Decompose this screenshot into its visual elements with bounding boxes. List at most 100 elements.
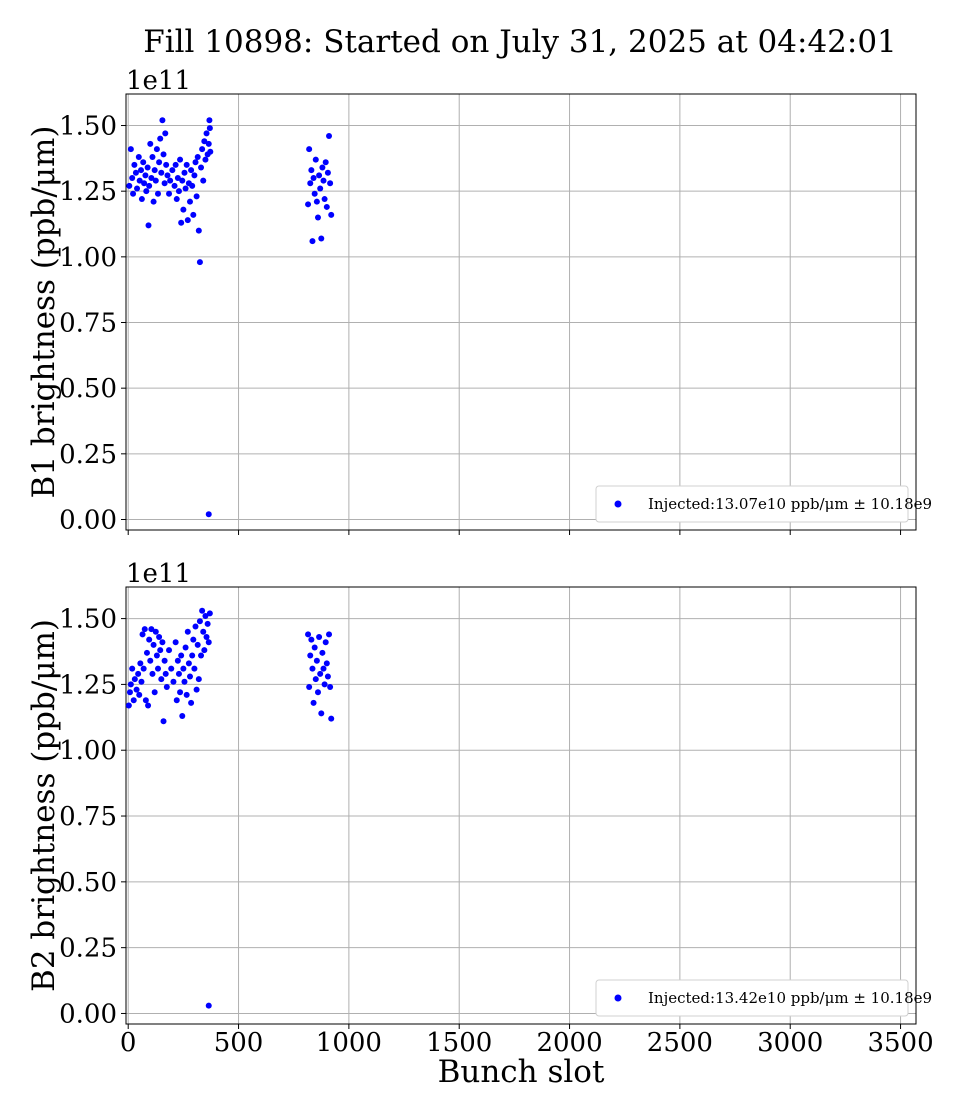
b2-data-point [323, 660, 330, 667]
b2-data-point [183, 691, 190, 698]
b2-y-tick-label: 0.50 [59, 868, 117, 898]
b1-data-point [167, 177, 174, 184]
b2-points [125, 607, 335, 1009]
b2-x-tick-label: 0 [120, 1028, 137, 1058]
b2-data-point [158, 676, 165, 683]
b2-data-point [324, 673, 331, 680]
b2-data-point [193, 686, 200, 693]
b1-legend-marker [614, 500, 622, 508]
b1-data-point [163, 161, 170, 168]
b1-data-point [154, 190, 161, 197]
b1-data-point [131, 161, 138, 168]
b1-data-point [206, 125, 213, 132]
b2-data-point [200, 628, 207, 635]
b1-data-point [190, 211, 197, 218]
b2-data-point [175, 670, 182, 677]
b1-data-point [314, 214, 321, 221]
b1-data-point [173, 196, 180, 203]
b2-data-point [161, 657, 168, 664]
b2-data-point [150, 641, 157, 648]
b1-data-point [317, 185, 324, 192]
b2-data-point [194, 641, 201, 648]
b1-data-point [157, 135, 164, 142]
b2-data-point [190, 636, 197, 643]
b1-data-point [141, 180, 148, 187]
b1-data-point [326, 133, 333, 140]
b1-grid [126, 94, 916, 530]
b1-data-point [142, 172, 149, 179]
b1-legend-frame [595, 485, 909, 523]
b1-data-point [321, 196, 328, 203]
b1-data-point [145, 222, 152, 229]
b2-data-point [182, 644, 189, 651]
b1-data-point [169, 167, 176, 174]
b2-data-point [206, 610, 213, 617]
b2-x-ticks: 0 500 1000 1500 2000 2500 3000 3500 [120, 1024, 934, 1058]
b2-data-point [135, 670, 142, 677]
b2-data-point [145, 702, 152, 709]
b1-data-point [205, 140, 212, 147]
b2-data-point [141, 626, 148, 633]
b1-data-point [184, 217, 191, 224]
b2-data-point [127, 681, 134, 688]
b1-data-point [309, 238, 316, 245]
b2-data-point [322, 639, 329, 646]
b2-data-point [174, 657, 181, 664]
b1-data-point [126, 182, 133, 189]
b2-y-ticks: 0.00 0.25 0.50 0.75 1.00 1.25 1.50 [59, 605, 126, 1029]
b2-data-point [314, 689, 321, 696]
b2-data-point [168, 665, 175, 672]
b1-data-point [320, 177, 327, 184]
b2-offset-text: 1e11 [126, 559, 191, 589]
b1-data-point [183, 161, 190, 168]
b2-data-point [318, 710, 325, 717]
b1-y-tick-label: 0.25 [59, 440, 117, 470]
b2-data-point [308, 636, 315, 643]
b1-y-tick-label: 0.00 [59, 505, 117, 535]
b2-data-point [199, 607, 206, 614]
b1-data-point [322, 159, 329, 166]
b2-data-point [143, 649, 150, 656]
b2-data-point [137, 660, 144, 667]
b2-legend: Injected:13.42e10 ppb/μm ± 10.18e9 [595, 979, 932, 1017]
b1-data-point [180, 206, 187, 213]
b2-data-point [192, 623, 199, 630]
b1-data-point [146, 182, 153, 189]
b1-data-point [182, 185, 189, 192]
b2-data-point [307, 652, 314, 659]
b2-y-tick-label: 0.75 [59, 802, 117, 832]
b2-data-point [138, 678, 145, 685]
b2-data-point [321, 681, 328, 688]
b1-data-point [188, 167, 195, 174]
b2-data-point [201, 647, 208, 654]
b2-data-point [149, 670, 156, 677]
b2-data-point [147, 657, 154, 664]
b2-data-point [205, 639, 212, 646]
b1-data-point [307, 180, 314, 187]
b1-y-tick-label: 1.00 [59, 243, 117, 273]
b1-data-point [174, 175, 181, 182]
b1-data-point [316, 172, 323, 179]
b2-data-point [185, 660, 192, 667]
b2-data-point [186, 673, 193, 680]
b2-data-point [136, 691, 143, 698]
b1-data-point [135, 154, 142, 161]
panel-b1: 0.00 0.25 0.50 0.75 1.00 1.25 1.50 1e11 B1 bri… [26, 66, 932, 535]
b1-data-point [134, 185, 141, 192]
b2-x-tick-label: 2500 [647, 1028, 713, 1058]
b2-y-tick-label: 1.25 [59, 670, 117, 700]
b1-data-point [171, 182, 178, 189]
b2-data-point [328, 715, 335, 722]
b2-y-tick-label: 0.25 [59, 934, 117, 964]
b1-data-point [203, 130, 210, 137]
b2-data-point [311, 644, 318, 651]
b2-data-point [160, 718, 167, 725]
b1-data-point [162, 130, 169, 137]
figure-title: Fill 10898: Started on July 31, 2025 at … [143, 24, 897, 60]
b1-legend: Injected:13.07e10 ppb/μm ± 10.18e9 [595, 485, 932, 523]
b2-data-point [196, 618, 203, 625]
b2-data-point [151, 689, 158, 696]
b1-data-point [195, 227, 202, 234]
b2-data-point [156, 634, 163, 641]
